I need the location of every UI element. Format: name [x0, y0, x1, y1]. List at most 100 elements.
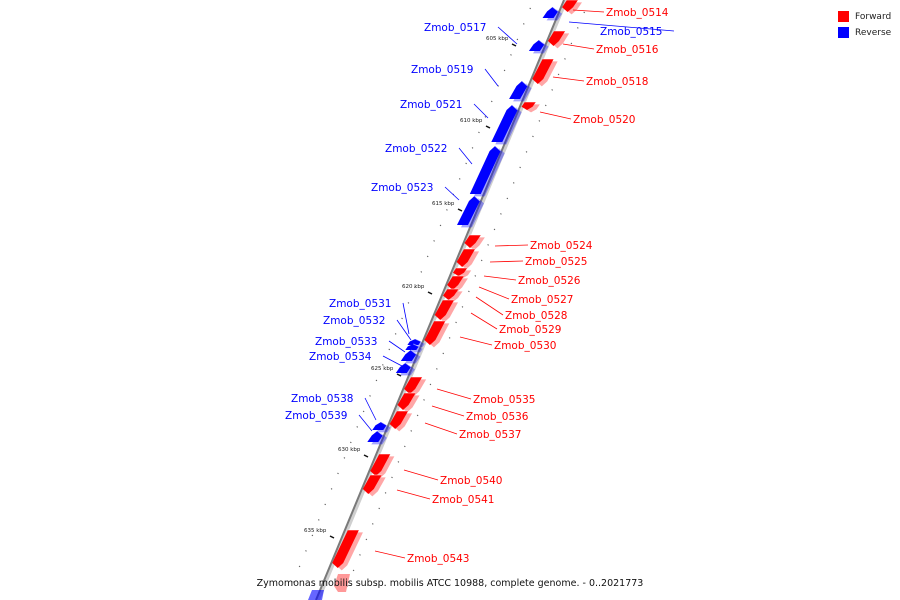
tick-left [343, 457, 346, 459]
gene-label[interactable]: Zmob_0527 [511, 294, 573, 306]
gene-zmob_0514[interactable] [562, 0, 582, 15]
tick-left [426, 255, 429, 258]
gene-label[interactable]: Zmob_0530 [494, 340, 556, 352]
gene-zmob_0519[interactable] [509, 80, 532, 102]
gene-label[interactable]: Zmob_0537 [459, 429, 521, 441]
gene-zmob_0515[interactable] [542, 6, 563, 21]
tick-left [516, 38, 519, 41]
gene-label[interactable]: Zmob_0514 [606, 7, 669, 19]
scale-label: 605 kbp [486, 36, 509, 42]
gene-zmob_0535[interactable] [404, 376, 427, 397]
gene-highlight [415, 338, 422, 342]
gene-zmob_0521[interactable] [491, 104, 522, 145]
gene-zmob_0540[interactable] [370, 453, 395, 479]
gene-label[interactable]: Zmob_0520 [573, 114, 635, 126]
gene-arrow [532, 59, 554, 84]
gene-zmob_0517[interactable] [528, 39, 549, 54]
scale-label: 620 kbp [402, 284, 425, 290]
tick-right [384, 492, 387, 494]
gene-zmob_0516[interactable] [547, 30, 570, 49]
gene-arrow [562, 0, 578, 12]
gene-label[interactable]: Zmob_0536 [466, 411, 529, 423]
gene-partial [308, 590, 324, 600]
gene-zmob_0539[interactable] [367, 430, 387, 445]
gene-zmob_0534[interactable] [395, 362, 415, 376]
scale-label: 635 kbp [304, 528, 327, 534]
gene-label[interactable]: Zmob_0519 [411, 64, 473, 76]
tick-right [570, 42, 573, 45]
tick-left [394, 333, 397, 335]
gene-zmob_0523[interactable] [457, 195, 484, 228]
gene-highlight [552, 6, 559, 12]
gene-label[interactable]: Zmob_0543 [407, 553, 469, 565]
gene-label[interactable]: Zmob_0521 [400, 99, 462, 111]
gene-label[interactable]: Zmob_0523 [371, 182, 433, 194]
tick-right [532, 135, 534, 138]
gene-zmob_0533[interactable] [400, 349, 421, 364]
gene-zmob_0518[interactable] [532, 58, 558, 87]
gene-label[interactable]: Zmob_0516 [596, 44, 659, 56]
gene-arrow [332, 530, 359, 568]
gene-zmob_0538[interactable] [372, 421, 391, 433]
gene-zmob_0536[interactable] [397, 392, 420, 413]
tick-right [442, 352, 445, 355]
leader-line [459, 336, 493, 346]
tick-right [551, 89, 553, 91]
tick-left [356, 426, 359, 428]
tick-right [448, 337, 451, 339]
tick-right [468, 290, 470, 293]
gene-label[interactable]: Zmob_0518 [586, 76, 648, 88]
gene-zmob_0537[interactable] [389, 410, 413, 432]
scale-marks: 605 kbp 610 kbp 615 kbp 620 kbp 625 kbp 630 k… [304, 36, 517, 539]
gene-highlight [521, 80, 528, 87]
gene-zmob_0524[interactable] [464, 234, 485, 251]
gene-label[interactable]: Zmob_0539 [285, 410, 347, 422]
gene-label[interactable]: Zmob_0515 [600, 26, 662, 38]
leader-line [458, 147, 473, 165]
tick-left [388, 348, 391, 351]
gene-zmob_0520[interactable] [521, 101, 540, 113]
gene-label[interactable]: Zmob_0529 [499, 324, 561, 336]
gene-highlight [410, 349, 417, 355]
gene-label[interactable]: Zmob_0524 [530, 240, 593, 252]
gene-label[interactable]: Zmob_0531 [329, 298, 391, 310]
gene-label[interactable]: Zmob_0541 [432, 494, 494, 506]
legend-forward-label: Forward [855, 11, 892, 22]
tick-right [564, 58, 566, 60]
gene-partial [334, 574, 350, 592]
gene-label[interactable]: Zmob_0528 [505, 310, 567, 322]
gene-zmob_0530[interactable] [424, 320, 450, 348]
gene-shadow [408, 379, 427, 397]
gene-label[interactable]: Zmob_0533 [315, 336, 377, 348]
gene-label[interactable]: Zmob_0522 [385, 143, 447, 155]
gene-label[interactable]: Zmob_0538 [291, 393, 353, 405]
gene-label[interactable]: Zmob_0532 [323, 315, 385, 327]
gene-label[interactable]: Zmob_0534 [309, 351, 372, 363]
scale-tick [457, 208, 463, 212]
gene-zmob_0541[interactable] [362, 474, 386, 497]
tick-right [365, 538, 368, 541]
gene-zmob_0543[interactable] [332, 529, 363, 571]
tick-left [298, 565, 301, 568]
gene-zmob_0529[interactable] [434, 299, 458, 323]
scale-label: 630 kbp [338, 447, 361, 453]
gene-zmob_0525[interactable] [456, 248, 480, 270]
gene-label[interactable]: Zmob_0540 [440, 475, 502, 487]
gene-label[interactable]: Zmob_0517 [424, 22, 486, 34]
gene-label[interactable]: Zmob_0535 [473, 394, 535, 406]
leader-line [473, 103, 489, 119]
gene-label[interactable]: Zmob_0526 [518, 275, 581, 287]
minor-ticks [292, 7, 586, 587]
tick-right [455, 321, 457, 324]
chromosome-backbone [315, 0, 568, 600]
leader-line [436, 388, 472, 400]
leader-line [489, 260, 524, 263]
gene-label[interactable]: Zmob_0525 [525, 256, 587, 268]
legend-forward: Forward [838, 9, 900, 24]
tick-left [420, 271, 423, 273]
leader-line [396, 319, 412, 341]
gene-zmob_0522[interactable] [469, 145, 505, 197]
gene-shadow [401, 395, 420, 413]
gene-arrow [464, 235, 481, 248]
tick-left [311, 534, 314, 537]
